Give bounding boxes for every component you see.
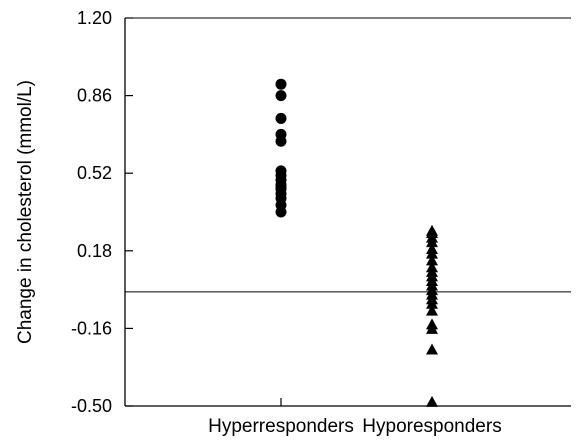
hyperresponder-point	[275, 135, 287, 147]
hyporesponder-point	[426, 322, 438, 334]
hyporesponder-point	[426, 395, 438, 407]
plot-area	[124, 17, 571, 407]
hyporesponder-point	[426, 304, 438, 316]
y-tick-label: -0.50	[71, 396, 112, 416]
y-tick-label: -0.16	[71, 318, 112, 338]
y-tick-label: 0.18	[77, 241, 112, 261]
data-points	[275, 78, 438, 407]
x-axis-ticks: Hyperresponders Hyporesponders	[208, 398, 502, 437]
x-category-label: Hyperresponders	[208, 416, 354, 437]
hyperresponder-point	[275, 90, 287, 102]
hyporesponder-point	[426, 297, 438, 309]
hyperresponder-point	[275, 78, 287, 90]
x-category-label: Hyporesponders	[362, 416, 501, 437]
y-tick-label: 1.20	[77, 8, 112, 28]
hyporesponder-point	[426, 236, 438, 248]
hyperresponder-point	[275, 112, 287, 124]
y-axis-label: Change in cholesterol (mmol/L)	[15, 80, 36, 344]
hyporesponder-point	[426, 343, 438, 355]
y-tick-label: 0.52	[77, 163, 112, 183]
hyporesponder-point	[426, 254, 438, 266]
hyperresponder-point	[275, 206, 287, 218]
hyporesponder-point	[426, 247, 438, 259]
y-axis-ticks: 1.20 0.86 0.52 0.18 -0.16 -0.50	[71, 8, 133, 416]
y-tick-label: 0.86	[77, 86, 112, 106]
